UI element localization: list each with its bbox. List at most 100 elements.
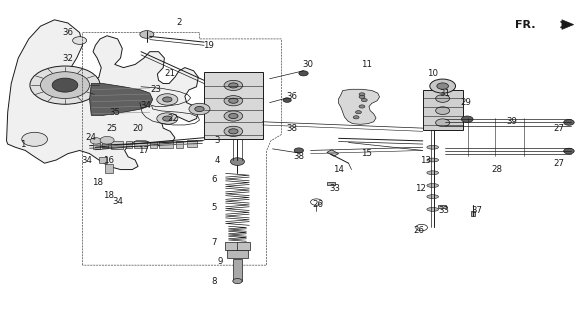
Text: 34: 34 [81,156,93,164]
FancyBboxPatch shape [423,90,462,130]
FancyBboxPatch shape [176,141,183,148]
Ellipse shape [427,207,438,211]
Text: 18: 18 [103,190,114,200]
Text: 21: 21 [165,69,176,78]
Text: 33: 33 [329,184,340,193]
Circle shape [564,148,574,154]
Circle shape [283,98,291,102]
Text: 26: 26 [413,226,424,235]
Circle shape [229,114,238,119]
Text: 35: 35 [109,108,120,117]
Circle shape [353,116,359,119]
Circle shape [564,120,574,125]
Text: FR.: FR. [515,20,536,29]
Circle shape [163,97,172,102]
Text: 28: 28 [491,165,502,174]
Polygon shape [471,211,475,216]
Circle shape [52,78,78,92]
Circle shape [224,111,243,121]
Text: 36: 36 [287,92,297,101]
Text: 3: 3 [214,136,220,145]
Text: 38: 38 [287,124,297,132]
Text: 34: 34 [140,101,151,110]
Text: 25: 25 [106,124,117,132]
Circle shape [100,136,114,144]
Circle shape [22,132,47,146]
Text: 1: 1 [20,140,26,148]
Circle shape [189,103,210,115]
Circle shape [362,99,367,102]
Polygon shape [90,84,153,116]
Polygon shape [327,182,335,186]
FancyBboxPatch shape [224,242,250,250]
Text: 20: 20 [132,124,144,132]
Circle shape [233,278,242,284]
Polygon shape [562,20,574,29]
FancyBboxPatch shape [93,141,100,148]
Text: 31: 31 [440,89,451,98]
Text: 23: 23 [150,85,161,94]
Circle shape [140,31,154,38]
FancyBboxPatch shape [102,142,108,148]
Circle shape [437,83,448,89]
Circle shape [435,119,449,126]
FancyBboxPatch shape [227,251,248,258]
Text: 2: 2 [176,19,182,28]
Circle shape [356,111,362,114]
Circle shape [224,96,243,106]
Polygon shape [438,205,446,208]
Text: 27: 27 [554,159,564,168]
Text: 11: 11 [360,60,372,69]
FancyBboxPatch shape [150,142,157,148]
Polygon shape [327,150,339,156]
Polygon shape [105,164,113,173]
Text: 9: 9 [217,258,223,267]
Ellipse shape [427,184,438,188]
Text: 5: 5 [212,203,217,212]
Text: 7: 7 [212,238,217,247]
Text: 29: 29 [460,98,471,107]
Text: 18: 18 [91,178,103,187]
Circle shape [229,83,238,88]
Text: 22: 22 [168,114,179,123]
Circle shape [229,129,238,134]
Text: 4: 4 [214,156,220,164]
Ellipse shape [427,171,438,175]
Circle shape [230,158,244,165]
Text: 16: 16 [103,156,114,164]
Text: 39: 39 [507,117,517,126]
FancyBboxPatch shape [186,140,197,147]
Circle shape [435,95,449,102]
FancyBboxPatch shape [134,141,147,148]
Text: 37: 37 [472,206,483,215]
Circle shape [359,93,365,96]
Text: 13: 13 [420,156,431,164]
Circle shape [359,105,365,108]
Circle shape [359,95,365,99]
Polygon shape [99,157,107,163]
Circle shape [461,116,473,123]
Text: 12: 12 [415,184,426,193]
Circle shape [163,116,172,121]
Circle shape [435,107,449,115]
Text: 38: 38 [294,152,304,161]
FancyBboxPatch shape [126,141,132,148]
Text: 10: 10 [427,69,438,78]
Text: 19: 19 [203,41,214,50]
Text: 27: 27 [554,124,564,132]
Text: 33: 33 [438,206,449,215]
Circle shape [229,98,238,103]
Text: 8: 8 [212,276,217,285]
Circle shape [299,71,308,76]
Circle shape [90,138,102,144]
Text: 26: 26 [313,200,323,209]
Circle shape [224,80,243,91]
Ellipse shape [427,158,438,162]
Polygon shape [6,20,198,170]
Text: 14: 14 [333,165,344,174]
Text: 36: 36 [63,28,73,37]
Text: 24: 24 [86,133,97,142]
Circle shape [30,66,100,104]
Text: 30: 30 [302,60,313,69]
Ellipse shape [427,195,438,198]
